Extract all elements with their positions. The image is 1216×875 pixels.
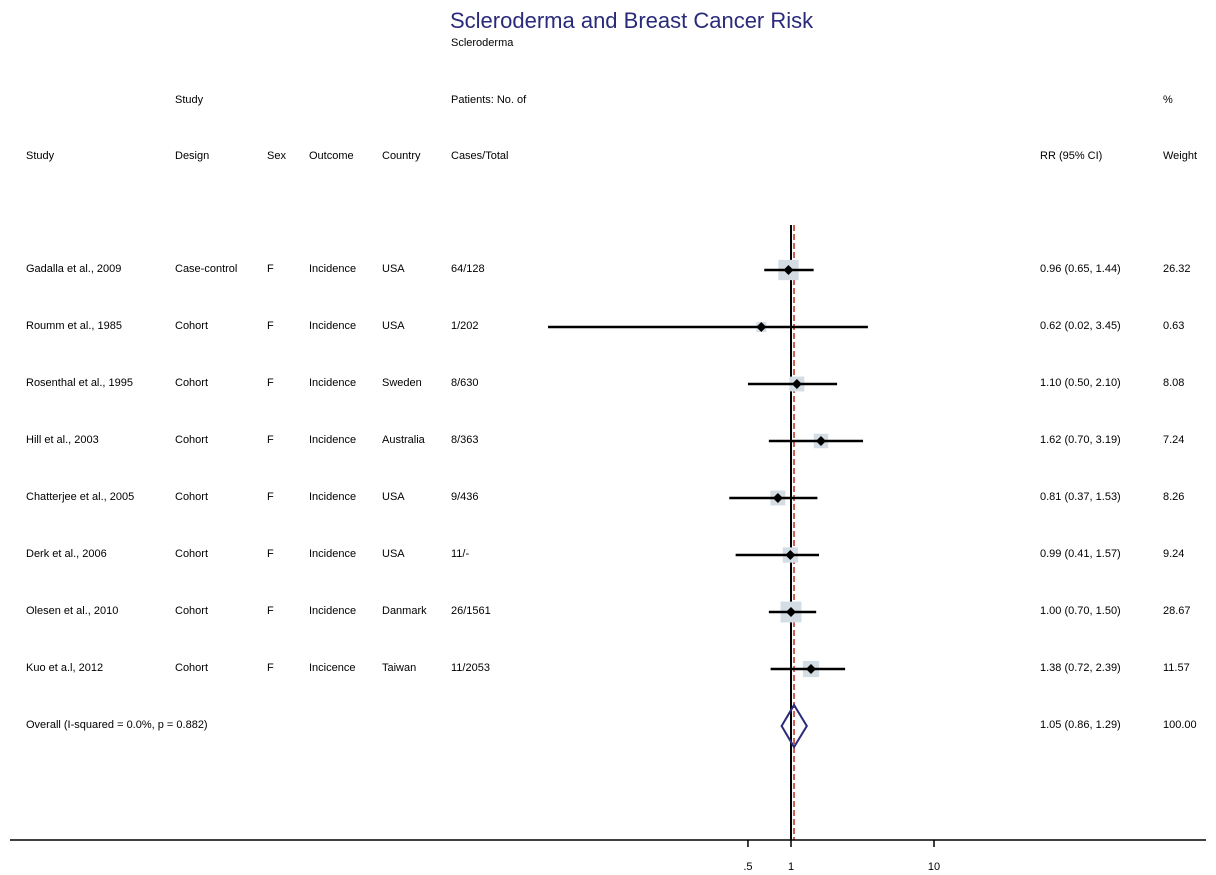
- point-estimate: [815, 436, 826, 446]
- row-study: Derk et al., 2006: [26, 548, 107, 560]
- row-rr-text: 1.38 (0.72, 2.39): [1040, 662, 1121, 674]
- row-study: Rosenthal et al., 1995: [26, 377, 134, 389]
- header-cases: Cases/Total: [451, 150, 509, 162]
- header-weight: Weight: [1163, 150, 1198, 162]
- header-design: Design: [175, 150, 210, 162]
- point-estimate: [756, 322, 767, 332]
- row-country: USA: [382, 491, 405, 503]
- x-tick-label: 10: [928, 861, 940, 873]
- row-study: Hill et al., 2003: [26, 434, 99, 446]
- row-rr-text: 1.10 (0.50, 2.10): [1040, 377, 1121, 389]
- row-weight: 8.08: [1163, 377, 1185, 389]
- row-outcome: Incidence: [309, 320, 357, 332]
- header-study-design-top: Study: [175, 94, 204, 106]
- row-study: Kuo et a.l, 2012: [26, 662, 104, 674]
- row-design: Cohort: [175, 320, 209, 332]
- header-study: Study: [26, 150, 55, 162]
- point-estimate: [783, 265, 794, 275]
- row-study: Chatterjee et al., 2005: [26, 491, 135, 503]
- row-rr-text: 0.81 (0.37, 1.53): [1040, 491, 1121, 503]
- header-patients-top: Patients: No. of: [451, 94, 527, 106]
- row-country: USA: [382, 263, 405, 275]
- x-tick-label: .5: [743, 861, 752, 873]
- row-country: USA: [382, 548, 405, 560]
- row-sex: F: [267, 491, 274, 503]
- row-cases: 11/-: [451, 548, 470, 560]
- row-country: Sweden: [382, 377, 422, 389]
- header-sex: Sex: [267, 150, 286, 162]
- chart-title: Scleroderma and Breast Cancer Risk: [450, 8, 814, 33]
- row-rr-text: 1.00 (0.70, 1.50): [1040, 605, 1121, 617]
- row-weight: 11.57: [1163, 662, 1190, 674]
- header-outcome: Outcome: [309, 150, 354, 162]
- row-sex: F: [267, 263, 274, 275]
- point-estimate: [785, 550, 796, 560]
- row-weight: 26.32: [1163, 263, 1191, 275]
- row-outcome: Incidence: [309, 434, 357, 446]
- row-weight: 0.63: [1163, 320, 1185, 332]
- row-design: Cohort: [175, 662, 209, 674]
- chart-subtitle: Scleroderma: [451, 37, 514, 49]
- point-estimate: [772, 493, 783, 503]
- x-tick-label: 1: [788, 861, 794, 873]
- row-weight: 28.67: [1163, 605, 1191, 617]
- row-cases: 11/2053: [451, 662, 490, 674]
- overall-weight: 100.00: [1163, 719, 1197, 731]
- row-cases: 26/1561: [451, 605, 491, 617]
- row-sex: F: [267, 377, 274, 389]
- point-estimate: [806, 664, 817, 674]
- row-sex: F: [267, 548, 274, 560]
- overall-diamond: [780, 703, 808, 749]
- row-weight: 9.24: [1163, 548, 1185, 560]
- header-country: Country: [382, 150, 421, 162]
- row-rr-text: 0.96 (0.65, 1.44): [1040, 263, 1121, 275]
- header-rr: RR (95% CI): [1040, 150, 1103, 162]
- row-weight: 7.24: [1163, 434, 1185, 446]
- row-country: USA: [382, 320, 405, 332]
- point-estimate: [791, 379, 802, 389]
- row-rr-text: 0.62 (0.02, 3.45): [1040, 320, 1121, 332]
- overall-label: Overall (I-squared = 0.0%, p = 0.882): [26, 719, 208, 731]
- row-design: Cohort: [175, 548, 209, 560]
- row-outcome: Incicence: [309, 662, 356, 674]
- header-weight-top: %: [1163, 94, 1173, 106]
- row-rr-text: 0.99 (0.41, 1.57): [1040, 548, 1121, 560]
- row-weight: 8.26: [1163, 491, 1185, 503]
- row-study: Olesen et al., 2010: [26, 605, 119, 617]
- row-outcome: Incidence: [309, 263, 357, 275]
- row-study: Roumm et al., 1985: [26, 320, 122, 332]
- row-sex: F: [267, 320, 274, 332]
- row-country: Danmark: [382, 605, 427, 617]
- row-country: Taiwan: [382, 662, 417, 674]
- row-design: Cohort: [175, 377, 209, 389]
- row-sex: F: [267, 434, 274, 446]
- point-estimate: [786, 607, 796, 617]
- row-design: Cohort: [175, 605, 209, 617]
- row-cases: 8/630: [451, 377, 479, 389]
- row-outcome: Incidence: [309, 491, 357, 503]
- row-cases: 1/202: [451, 320, 479, 332]
- row-design: Cohort: [175, 491, 209, 503]
- row-outcome: Incidence: [309, 377, 357, 389]
- row-cases: 64/128: [451, 263, 485, 275]
- row-rr-text: 1.62 (0.70, 3.19): [1040, 434, 1121, 446]
- overall-rr-text: 1.05 (0.86, 1.29): [1040, 719, 1121, 731]
- row-cases: 8/363: [451, 434, 479, 446]
- row-cases: 9/436: [451, 491, 479, 503]
- row-design: Cohort: [175, 434, 209, 446]
- row-country: Australia: [382, 434, 425, 446]
- row-outcome: Incidence: [309, 605, 357, 617]
- row-design: Case-control: [175, 263, 238, 275]
- row-sex: F: [267, 605, 274, 617]
- row-outcome: Incidence: [309, 548, 357, 560]
- row-sex: F: [267, 662, 274, 674]
- row-study: Gadalla et al., 2009: [26, 263, 122, 275]
